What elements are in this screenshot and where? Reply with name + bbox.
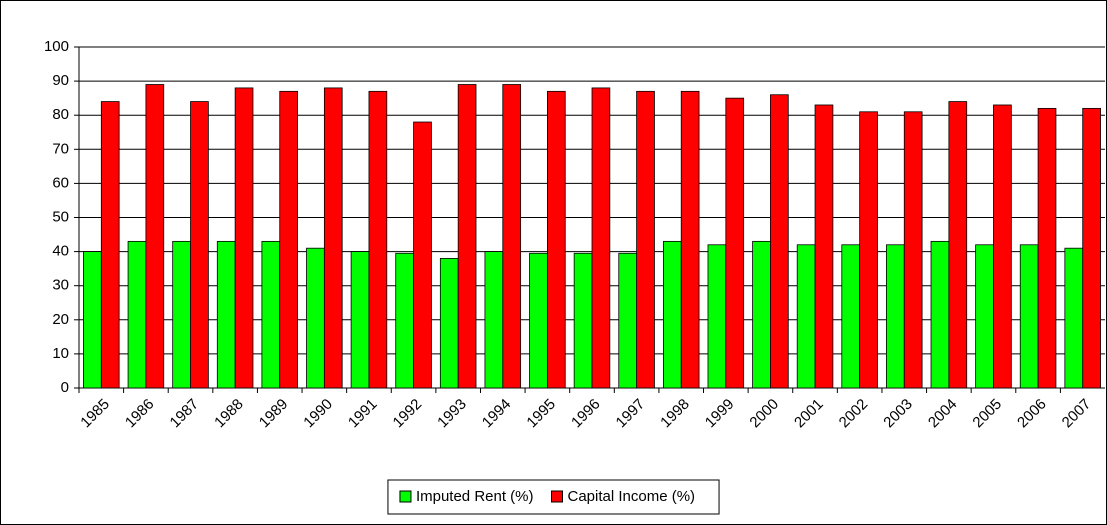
- bar: [145, 84, 165, 389]
- legend-label: Capital Income (%): [568, 488, 696, 505]
- bar: [975, 244, 994, 389]
- y-tick-label: 90: [52, 72, 69, 89]
- bar: [796, 244, 816, 389]
- bar: [457, 84, 477, 389]
- bar: [216, 240, 236, 389]
- y-tick-label: 0: [61, 379, 69, 396]
- y-tick-label: 60: [52, 174, 69, 191]
- bar: [323, 87, 343, 389]
- bar: [948, 101, 968, 389]
- bar: [83, 251, 102, 389]
- bar: [484, 251, 504, 389]
- bar: [502, 84, 522, 389]
- bar: [546, 90, 566, 389]
- y-tick-label: 10: [52, 345, 69, 362]
- bar: [752, 240, 771, 389]
- bar: [190, 101, 209, 389]
- legend-box: [387, 479, 720, 515]
- y-tick-label: 50: [52, 208, 69, 225]
- bar: [636, 90, 655, 389]
- y-tick-label: 20: [52, 311, 69, 328]
- bar: [172, 240, 191, 389]
- bar: [859, 111, 878, 389]
- bar: [573, 252, 593, 389]
- bar: [234, 87, 254, 389]
- bar: [680, 90, 700, 389]
- bar: [903, 111, 923, 389]
- bar: [368, 90, 388, 389]
- bar: [306, 247, 325, 389]
- bar: [100, 101, 120, 389]
- y-tick-label: 40: [52, 243, 69, 260]
- bar: [350, 251, 370, 389]
- bar: [529, 252, 548, 389]
- y-tick-label: 100: [44, 38, 69, 55]
- bar: [279, 90, 298, 389]
- bar: [930, 240, 950, 389]
- bar: [413, 121, 432, 389]
- bar: [1037, 107, 1057, 389]
- bar: [1064, 247, 1084, 389]
- legend-swatch: [399, 490, 412, 503]
- bar: [886, 244, 905, 389]
- bar: [814, 104, 834, 389]
- legend: Imputed Rent (%) Capital Income (%): [387, 479, 720, 515]
- bar: [1019, 244, 1039, 389]
- y-tick-label: 30: [52, 277, 69, 294]
- bar: [993, 104, 1012, 389]
- bar: [841, 244, 861, 389]
- bar: [707, 244, 727, 389]
- legend-swatch: [551, 490, 563, 503]
- bar: [662, 240, 682, 389]
- y-tick-label: 80: [52, 106, 69, 123]
- bar: [127, 240, 147, 389]
- bar: [261, 240, 281, 389]
- bar: [618, 252, 638, 389]
- bar: [439, 258, 459, 389]
- bar: [770, 94, 789, 389]
- bar: [591, 87, 611, 389]
- bar: [395, 252, 414, 389]
- y-tick-label: 70: [52, 140, 69, 157]
- legend-label: Imputed Rent (%): [416, 488, 534, 505]
- bar: [1082, 107, 1101, 389]
- bar: [725, 97, 745, 389]
